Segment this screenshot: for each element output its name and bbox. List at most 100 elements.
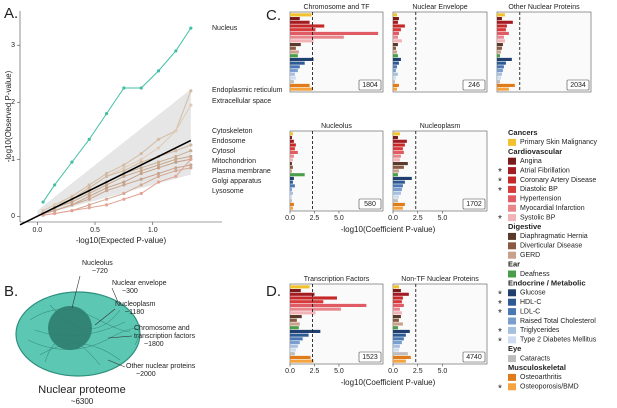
bar xyxy=(393,315,401,319)
x-tick-label: 2.5 xyxy=(310,368,320,375)
bar xyxy=(393,206,403,210)
bar xyxy=(290,173,305,177)
x-tick-label: 0.5 xyxy=(90,227,100,234)
legend-label: GERD xyxy=(520,252,540,259)
y-tick-label: 3 xyxy=(11,42,15,49)
legend-label: Deafness xyxy=(520,271,550,278)
x-axis-label: -log10(Coefficient P-value) xyxy=(341,378,436,387)
bar xyxy=(497,61,506,65)
bar xyxy=(393,87,397,91)
bar xyxy=(290,13,312,17)
point xyxy=(122,191,126,196)
bar xyxy=(290,24,325,28)
bar xyxy=(393,61,399,65)
point xyxy=(174,49,178,53)
bar xyxy=(290,17,300,21)
bar xyxy=(290,195,292,199)
bar xyxy=(393,24,405,28)
bar xyxy=(393,329,410,333)
x-axis-label: -log10(Coefficient P-value) xyxy=(341,225,436,234)
legend-swatch xyxy=(508,185,516,193)
diagram-label: Nucleoplasm xyxy=(115,301,156,308)
count: 580 xyxy=(364,201,376,208)
point xyxy=(156,166,161,170)
legend-star: * xyxy=(498,336,502,347)
bar xyxy=(290,54,298,58)
bar xyxy=(290,57,314,61)
bar xyxy=(290,318,297,322)
bar xyxy=(290,202,294,206)
bar xyxy=(497,35,504,39)
point xyxy=(53,211,57,216)
bar xyxy=(393,202,405,206)
bar xyxy=(290,176,294,180)
bar xyxy=(497,50,501,54)
point xyxy=(139,177,143,181)
series-label: Lysosome xyxy=(212,188,244,195)
point xyxy=(122,169,126,173)
bar xyxy=(290,28,316,32)
confidence-band xyxy=(37,89,191,217)
bar xyxy=(497,87,509,91)
bar xyxy=(393,43,398,47)
bar xyxy=(290,322,300,326)
legend-label: Primary Skin Malignancy xyxy=(520,139,598,146)
legend-star: * xyxy=(498,383,502,394)
diagram-label: ~2000 xyxy=(136,371,156,378)
legend-swatch xyxy=(508,138,516,146)
point xyxy=(156,180,161,184)
point xyxy=(70,208,74,213)
y-tick-label: 0 xyxy=(11,213,15,220)
panel-frame xyxy=(496,11,592,93)
bar xyxy=(393,348,399,352)
point xyxy=(139,169,143,173)
point xyxy=(189,103,193,107)
legend-swatch xyxy=(508,204,516,212)
legend-swatch xyxy=(508,176,516,184)
bar xyxy=(393,285,399,289)
bar xyxy=(393,69,396,73)
count-box xyxy=(358,351,382,363)
bar xyxy=(497,83,515,87)
bar xyxy=(290,50,299,54)
legend-swatch xyxy=(508,308,516,316)
series-line xyxy=(42,104,192,212)
bar xyxy=(290,329,321,333)
bar xyxy=(393,322,403,326)
bar xyxy=(393,31,399,35)
bar xyxy=(497,65,504,69)
point xyxy=(156,69,161,73)
x-axis-label: -log10(Expected P-value) xyxy=(76,236,167,245)
point xyxy=(189,166,193,170)
bar xyxy=(393,195,399,199)
bar xyxy=(393,162,408,166)
bar xyxy=(393,188,402,192)
point xyxy=(139,160,143,164)
point xyxy=(156,174,161,178)
bar xyxy=(497,43,503,47)
bar xyxy=(393,173,398,177)
point xyxy=(87,197,91,201)
diagram-title: Nuclear proteome xyxy=(38,384,125,396)
diagram-label: transcription factors xyxy=(134,333,196,340)
point xyxy=(70,203,74,207)
diagram-subtitle: ~6300 xyxy=(71,397,94,406)
legend-swatch xyxy=(508,157,516,165)
count-box xyxy=(462,79,486,91)
x-tick-label: 5.0 xyxy=(438,215,448,222)
legend-label: Glucose xyxy=(520,290,546,297)
point xyxy=(87,203,91,207)
legend-group: Endocrine / Metabolic xyxy=(508,278,586,287)
point xyxy=(41,208,45,213)
legend-swatch xyxy=(508,270,516,278)
x-tick-label: 5.0 xyxy=(334,368,344,375)
bar xyxy=(393,158,400,162)
bar xyxy=(290,31,379,35)
legend-star: * xyxy=(498,177,502,188)
legend-group: Musculoskeletal xyxy=(508,363,566,372)
legend-swatch xyxy=(508,383,516,391)
bar xyxy=(393,35,398,39)
legend-label: Cataracts xyxy=(520,355,550,362)
point xyxy=(174,174,178,178)
bar xyxy=(393,326,398,330)
